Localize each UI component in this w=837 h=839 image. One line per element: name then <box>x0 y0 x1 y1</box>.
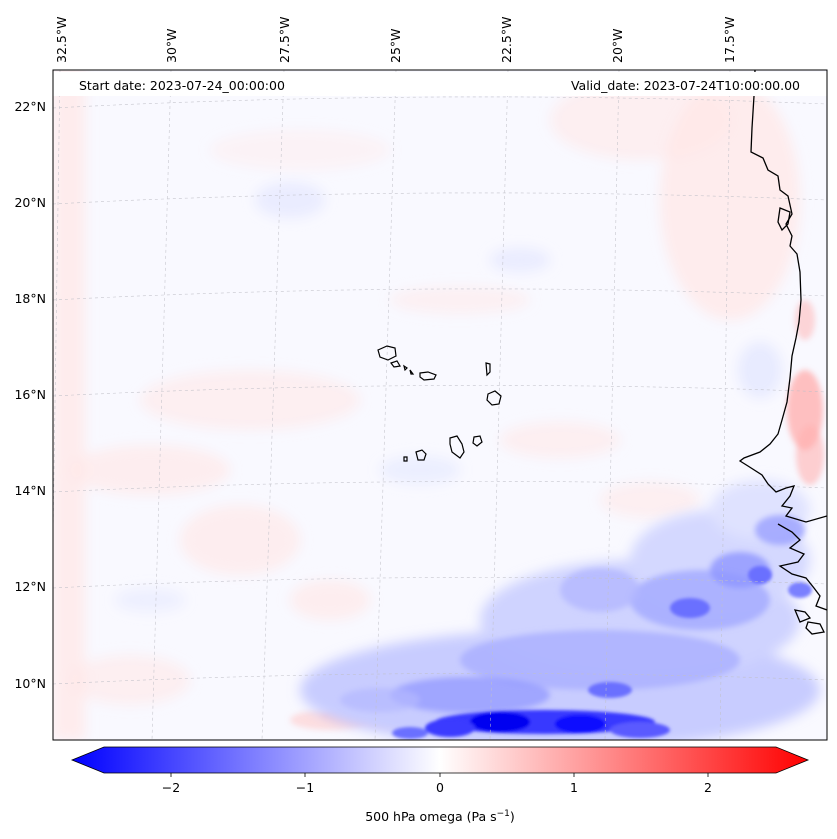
colorbar-label-exponent: −1 <box>497 809 510 819</box>
colorbar-tick: 1 <box>570 780 578 795</box>
omega-field-positive <box>53 70 800 740</box>
lon-label: 27.5°W <box>277 17 292 63</box>
lon-label: 25°W <box>388 28 403 63</box>
colorbar: −2 −1 0 1 2 500 hPa omega (Pa s−1) <box>70 746 810 824</box>
colorbar-tick: −1 <box>296 780 314 795</box>
colorbar-label-suffix: ) <box>510 809 515 824</box>
lon-label: 22.5°W <box>499 17 514 63</box>
longitude-labels: 32.5°W 30°W 27.5°W 25°W 22.5°W 20°W 17.5… <box>54 17 737 63</box>
start-date-label: Start date: 2023-07-24_00:00:00 <box>79 78 285 93</box>
lat-label: 22°N <box>14 99 46 114</box>
colorbar-label: 500 hPa omega (Pa s−1) <box>365 809 515 824</box>
gridlines <box>53 70 827 740</box>
colorbar-tick: 0 <box>436 780 444 795</box>
colorbar-tick: 2 <box>704 780 712 795</box>
omega-field-coastal-max <box>787 300 824 485</box>
colorbar-tick: −2 <box>162 780 180 795</box>
lat-label: 14°N <box>14 483 46 498</box>
lat-label: 10°N <box>14 676 46 691</box>
colorbar-bar <box>70 746 810 774</box>
latitude-labels: 22°N 20°N 18°N 16°N 14°N 12°N 10°N <box>14 99 46 691</box>
cape-verde-islands <box>377 345 502 462</box>
lon-label: 17.5°W <box>722 17 737 63</box>
valid-date-label: Valid_date: 2023-07-24T10:00:00.00 <box>571 78 800 93</box>
lon-label: 20°W <box>610 28 625 63</box>
lat-label: 20°N <box>14 195 46 210</box>
lon-label: 30°W <box>164 28 179 63</box>
coastline <box>738 70 827 635</box>
lat-label: 16°N <box>14 387 46 402</box>
lat-label: 18°N <box>14 291 46 306</box>
map-panel: Start date: 2023-07-24_00:00:00 Valid_da… <box>52 69 828 741</box>
lat-label: 12°N <box>14 579 46 594</box>
colorbar-label-prefix: 500 hPa omega (Pa s <box>365 809 496 824</box>
lon-label: 32.5°W <box>54 17 69 63</box>
